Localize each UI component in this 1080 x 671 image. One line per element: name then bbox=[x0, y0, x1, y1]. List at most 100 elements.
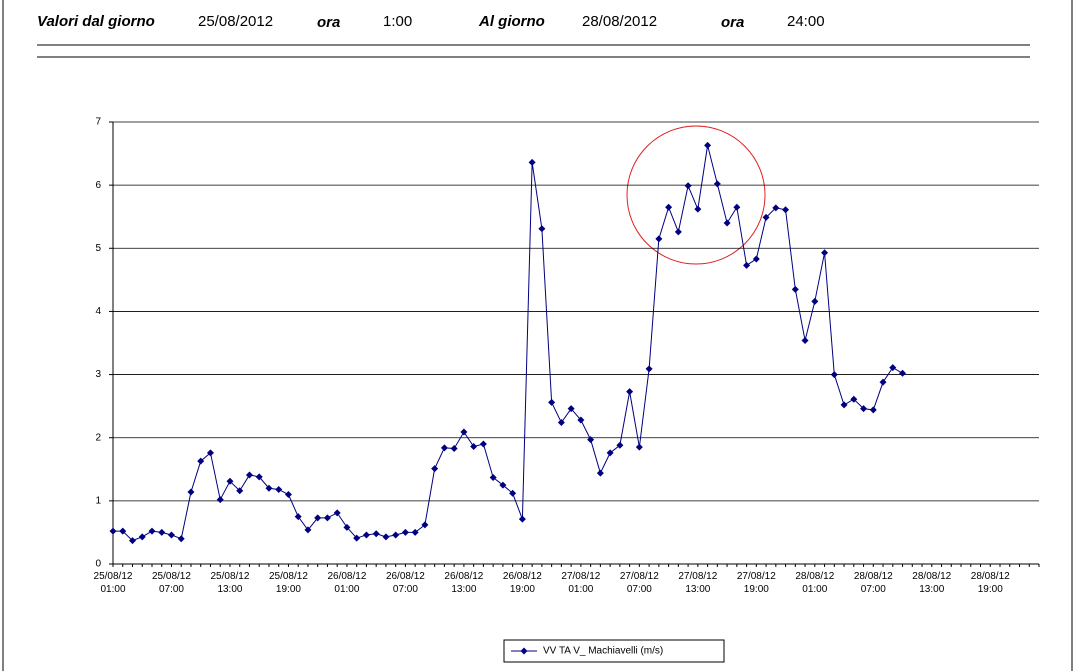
point bbox=[645, 365, 653, 373]
legend-label: VV TA V_ Machiavelli (m/s) bbox=[543, 646, 663, 657]
point bbox=[811, 297, 819, 305]
x-tick-label: 26/08/12 13:00 bbox=[444, 571, 484, 595]
point bbox=[167, 531, 175, 539]
y-tick-label: 4 bbox=[95, 306, 101, 317]
point bbox=[177, 535, 185, 543]
x-tick-label: 25/08/12 19:00 bbox=[268, 571, 308, 595]
point bbox=[294, 513, 302, 521]
point bbox=[470, 443, 478, 451]
point bbox=[304, 526, 312, 534]
header-value: 24:00 bbox=[787, 13, 825, 30]
x-tick-label: 27/08/12 19:00 bbox=[736, 571, 776, 595]
point bbox=[606, 449, 614, 457]
header-value: 28/08/2012 bbox=[582, 13, 657, 30]
legend-marker bbox=[520, 647, 528, 655]
point bbox=[743, 261, 751, 269]
point bbox=[431, 465, 439, 473]
x-tick-label: 28/08/12 19:00 bbox=[970, 571, 1010, 595]
y-tick-label: 1 bbox=[95, 495, 101, 506]
point bbox=[343, 523, 351, 531]
point bbox=[372, 530, 380, 538]
point bbox=[479, 440, 487, 448]
point bbox=[411, 528, 419, 536]
legend-box bbox=[503, 639, 725, 663]
point bbox=[538, 225, 546, 233]
point bbox=[460, 428, 468, 436]
point bbox=[850, 395, 858, 403]
x-tick-label: 28/08/12 01:00 bbox=[795, 571, 835, 595]
point bbox=[206, 449, 214, 457]
x-tick-label: 27/08/12 13:00 bbox=[678, 571, 718, 595]
point bbox=[889, 364, 897, 372]
point bbox=[587, 436, 595, 444]
point bbox=[109, 527, 117, 535]
point bbox=[723, 219, 731, 227]
highlight-circle bbox=[626, 125, 766, 265]
point bbox=[713, 180, 721, 188]
header-label: Al giorno bbox=[478, 13, 545, 30]
header-label: ora bbox=[721, 14, 744, 31]
point bbox=[548, 398, 556, 406]
point bbox=[275, 485, 283, 493]
y-tick-label: 6 bbox=[95, 180, 101, 191]
header-value: 25/08/2012 bbox=[198, 13, 273, 30]
point bbox=[596, 469, 604, 477]
x-tick-label: 26/08/12 19:00 bbox=[502, 571, 542, 595]
point bbox=[128, 537, 136, 545]
point bbox=[450, 444, 458, 452]
point bbox=[333, 509, 341, 517]
point bbox=[226, 477, 234, 485]
header-label: ora bbox=[317, 14, 340, 31]
point bbox=[392, 531, 400, 539]
point bbox=[158, 528, 166, 536]
x-tick-label: 28/08/12 13:00 bbox=[912, 571, 952, 595]
point bbox=[284, 491, 292, 499]
point bbox=[567, 405, 575, 413]
point bbox=[899, 369, 907, 377]
y-tick-label: 0 bbox=[95, 559, 101, 570]
series-line bbox=[113, 145, 903, 542]
point bbox=[626, 388, 634, 396]
point bbox=[733, 203, 741, 211]
point bbox=[314, 514, 322, 522]
x-tick-label: 26/08/12 07:00 bbox=[385, 571, 425, 595]
point bbox=[616, 441, 624, 449]
point bbox=[762, 213, 770, 221]
point bbox=[362, 531, 370, 539]
point bbox=[245, 471, 253, 479]
x-tick-label: 25/08/12 01:00 bbox=[93, 571, 133, 595]
point bbox=[577, 416, 585, 424]
point bbox=[860, 405, 868, 413]
x-tick-label: 25/08/12 13:00 bbox=[210, 571, 250, 595]
header-value: 1:00 bbox=[383, 13, 412, 30]
point bbox=[401, 528, 409, 536]
point bbox=[801, 336, 809, 344]
point bbox=[821, 249, 829, 257]
point bbox=[704, 141, 712, 149]
point bbox=[382, 533, 390, 541]
x-tick-label: 27/08/12 01:00 bbox=[561, 571, 601, 595]
point bbox=[197, 457, 205, 465]
point bbox=[655, 235, 663, 243]
point bbox=[635, 443, 643, 451]
point bbox=[782, 206, 790, 214]
point bbox=[665, 203, 673, 211]
point bbox=[323, 514, 331, 522]
point bbox=[684, 182, 692, 190]
point bbox=[421, 521, 429, 529]
y-tick-label: 3 bbox=[95, 369, 101, 380]
point bbox=[187, 488, 195, 496]
point bbox=[830, 371, 838, 379]
point bbox=[674, 228, 682, 236]
point bbox=[528, 158, 536, 166]
point bbox=[557, 419, 565, 427]
point bbox=[869, 406, 877, 414]
point bbox=[879, 378, 887, 386]
point bbox=[840, 401, 848, 409]
point bbox=[518, 515, 526, 523]
point bbox=[265, 484, 273, 492]
point bbox=[772, 204, 780, 212]
point bbox=[499, 481, 507, 489]
